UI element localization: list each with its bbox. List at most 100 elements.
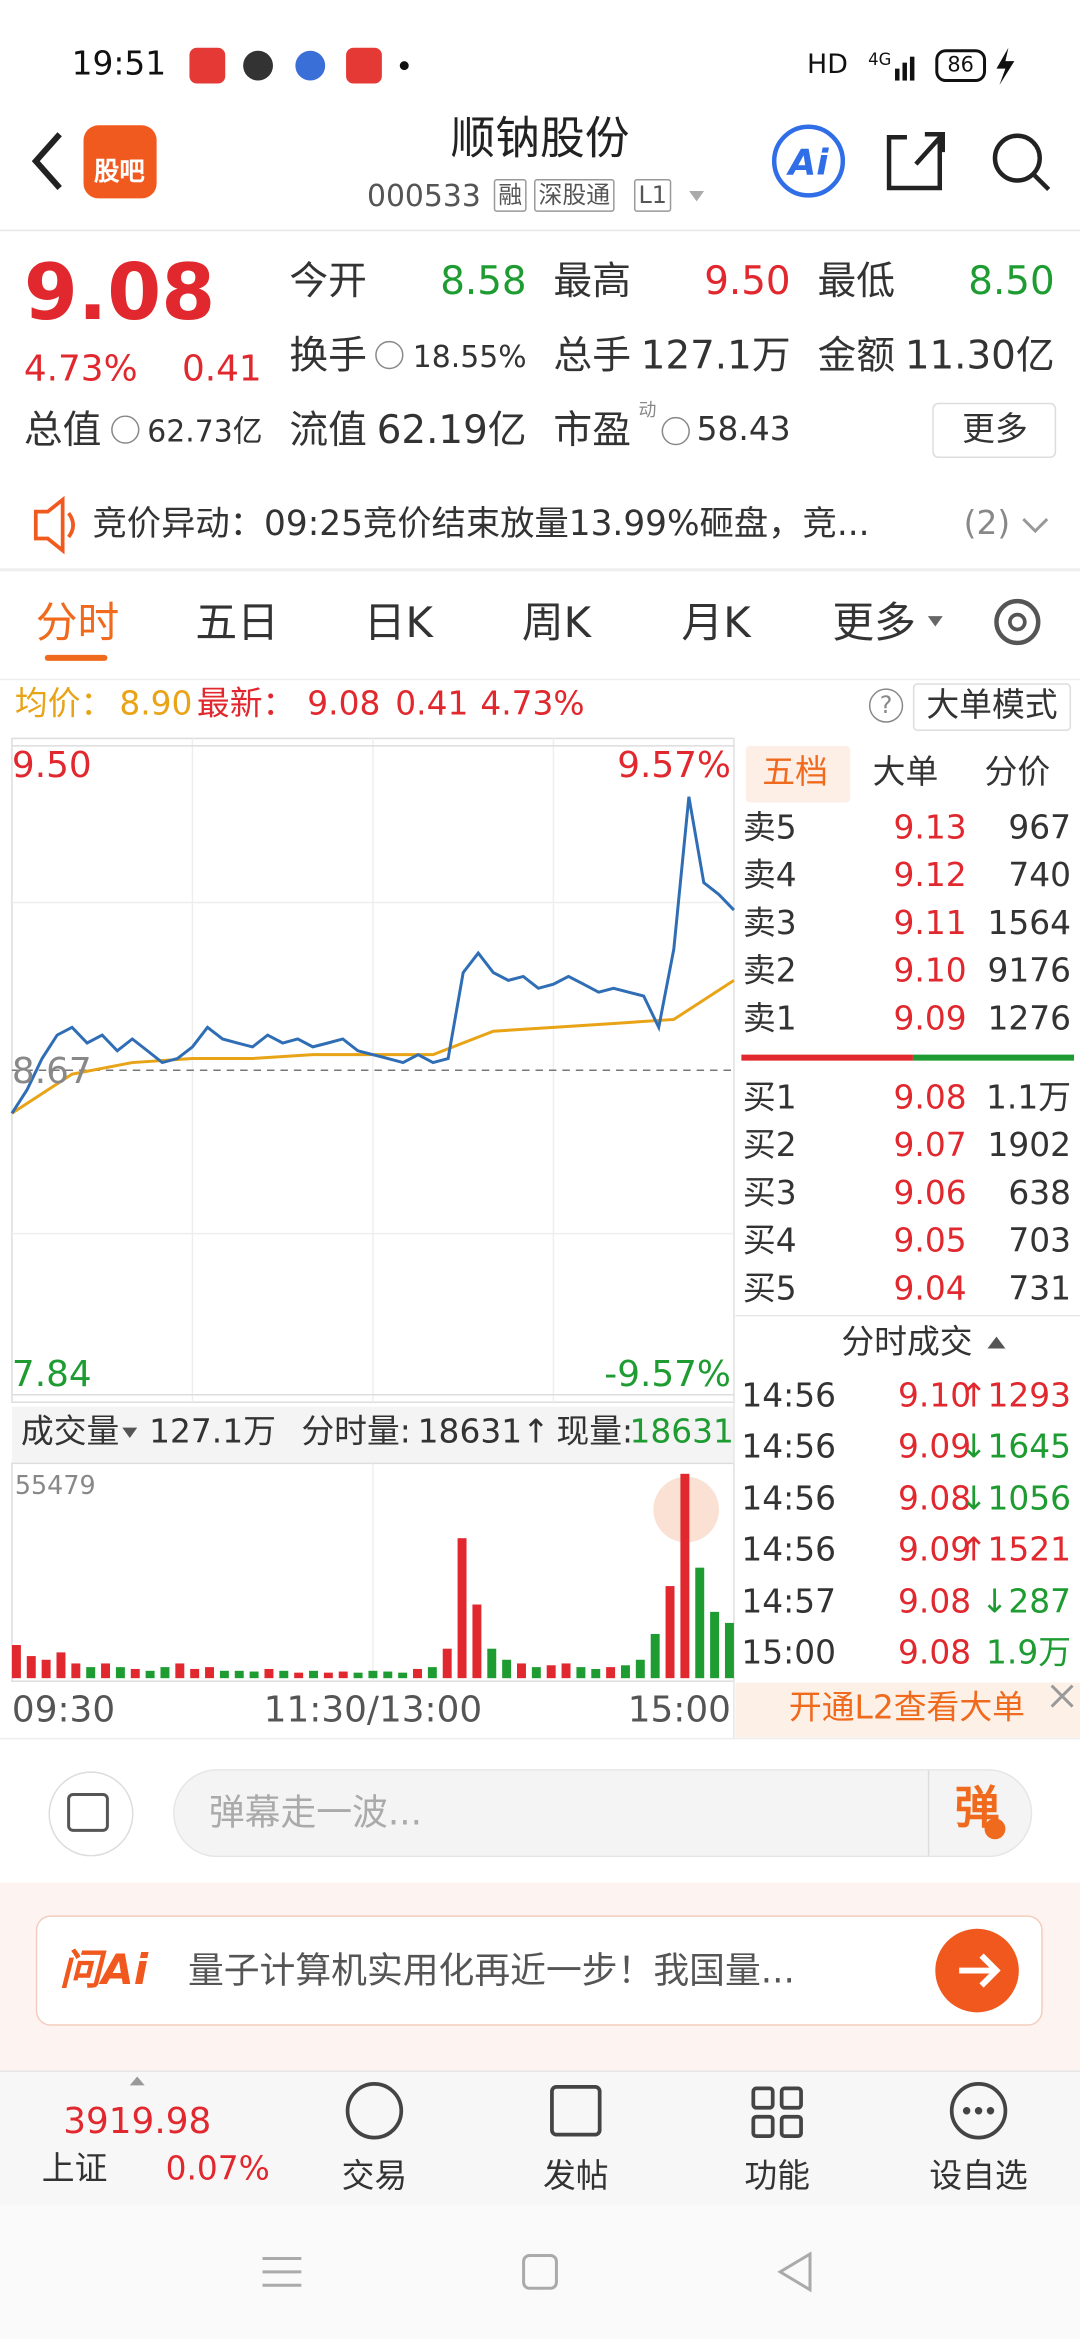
dropdown[interactable] xyxy=(689,190,705,202)
field-value: 62.73亿 xyxy=(147,413,263,450)
book-volume: 740 xyxy=(1008,857,1072,896)
mode-text[interactable]: 大单模式 xyxy=(926,687,1058,725)
app-icon xyxy=(295,50,326,81)
book-volume: 967 xyxy=(1008,809,1072,848)
settings-button[interactable] xyxy=(1008,612,1027,632)
nav-item[interactable]: 发帖 xyxy=(542,2158,609,2196)
danmu-button[interactable]: 弹 xyxy=(954,1782,1000,1835)
nav-icon[interactable] xyxy=(550,2085,602,2137)
volume-bar xyxy=(680,1473,690,1679)
period-tab[interactable]: 五日 xyxy=(195,598,279,648)
separator xyxy=(0,678,1080,681)
search-button[interactable] xyxy=(992,133,1042,183)
danmu-settings[interactable] xyxy=(48,1771,134,1857)
more-button-text[interactable]: 更多 xyxy=(962,411,1028,450)
info-icon[interactable] xyxy=(111,415,140,444)
ai-button[interactable] xyxy=(771,124,846,198)
nav-icon[interactable] xyxy=(345,2082,404,2140)
trade-price: 9.08 xyxy=(898,1583,972,1621)
book-tab[interactable]: 大单 xyxy=(872,754,939,793)
price-line xyxy=(10,796,735,1115)
volume-bar xyxy=(101,1663,111,1679)
alert-text[interactable]: 竞价异动：09:25竞价结束放量13.99%砸盘，竞... xyxy=(92,504,870,544)
field-label: 总值 xyxy=(23,408,102,454)
period-tab[interactable]: 周K xyxy=(521,598,591,648)
mode-button[interactable] xyxy=(912,683,1072,731)
trade-volume-cell: ↓1645 xyxy=(960,1429,1071,1467)
trade-volume-cell: 1.9万 xyxy=(986,1637,1071,1671)
info-icon[interactable] xyxy=(661,416,690,446)
info-icon[interactable] xyxy=(375,340,404,370)
dropdown[interactable] xyxy=(927,616,943,627)
nav-icon[interactable] xyxy=(949,2082,1008,2140)
system-nav-bg xyxy=(0,2204,1080,2340)
field-value: 58.43 xyxy=(696,411,791,450)
nav-icon[interactable] xyxy=(751,2086,803,2138)
volume-label[interactable]: 成交量 xyxy=(20,1414,120,1452)
trade-volume: 287 xyxy=(1008,1583,1072,1621)
system-nav[interactable] xyxy=(262,2251,812,2293)
ai-headline[interactable]: 量子计算机实用化再近一步！我国量... xyxy=(187,1949,795,1992)
ai-brand: 问Ai xyxy=(59,1945,149,1995)
help-icon[interactable] xyxy=(868,688,904,723)
index-value[interactable]: 3919.98 xyxy=(63,2100,212,2143)
book-price: 9.04 xyxy=(893,1270,967,1309)
search-button[interactable] xyxy=(1032,172,1051,192)
current-volume-label: 现量: xyxy=(556,1414,634,1452)
close-button[interactable] xyxy=(1050,1684,1074,1708)
field-label: 总手 xyxy=(553,334,632,379)
book-tab[interactable]: 分价 xyxy=(984,754,1051,793)
settings-button[interactable] xyxy=(994,598,1041,646)
avg-value: 8.90 xyxy=(119,686,193,724)
chat-placeholder[interactable]: 弹幕走一波... xyxy=(208,1791,422,1834)
volume-bar xyxy=(517,1663,526,1679)
alert-count: (2) xyxy=(963,505,1011,543)
trade-volume-cell: ↑1521 xyxy=(960,1535,1071,1568)
book-label: 买3 xyxy=(742,1175,797,1213)
nav-item[interactable]: 设自选 xyxy=(929,2158,1028,2196)
nav-item[interactable]: 功能 xyxy=(744,2158,811,2196)
volume-bar xyxy=(710,1611,720,1679)
danmu-settings[interactable] xyxy=(67,1793,109,1832)
volume-max-label: 55479 xyxy=(14,1471,96,1502)
field-label: 金额 xyxy=(817,334,896,379)
help-text[interactable]: ? xyxy=(879,690,893,720)
l2-bg[interactable] xyxy=(735,1682,1080,1738)
volume-bar xyxy=(724,1622,734,1679)
separator xyxy=(0,229,1080,232)
trade-direction: ↓ xyxy=(960,1429,988,1467)
l2-link[interactable]: 开通L2查看大单 xyxy=(788,1690,1026,1728)
y-tick-label: 7.84 xyxy=(11,1352,92,1395)
volume-bar xyxy=(353,1672,363,1679)
logo-text[interactable]: 股吧 xyxy=(93,157,145,188)
order-tab-active[interactable] xyxy=(745,745,851,803)
nav-item[interactable]: 交易 xyxy=(341,2158,408,2196)
book-tab[interactable]: 五档 xyxy=(762,754,828,793)
period-tab[interactable]: 更多 xyxy=(832,598,916,648)
more-button[interactable] xyxy=(932,402,1057,458)
share-button[interactable] xyxy=(886,132,945,191)
period-tab[interactable]: 月K xyxy=(681,598,751,648)
volume-bar xyxy=(190,1668,200,1679)
book-label: 买4 xyxy=(742,1223,797,1261)
trades-title[interactable]: 分时成交 xyxy=(841,1324,973,1362)
period-tab[interactable]: 分时 xyxy=(35,598,120,648)
volume-bar xyxy=(442,1648,452,1679)
latest-value: 9.08 xyxy=(307,686,381,724)
trade-direction: ↓ xyxy=(980,1583,1009,1621)
back-button[interactable] xyxy=(31,132,62,190)
logo[interactable] xyxy=(83,125,157,199)
volume-bar xyxy=(620,1665,630,1679)
book-price: 9.07 xyxy=(893,1127,967,1166)
expand-icon[interactable] xyxy=(1022,518,1049,534)
trade-price: 9.08 xyxy=(898,1634,972,1673)
period-tab[interactable]: 日K xyxy=(363,598,433,648)
index-arrow xyxy=(129,2076,145,2086)
nav-icon[interactable] xyxy=(962,2107,995,2115)
dropdown[interactable] xyxy=(122,1427,138,1439)
ai-go-button[interactable] xyxy=(959,1953,1001,1988)
ai-banner[interactable] xyxy=(35,1915,1043,2026)
ai-label[interactable]: Ai xyxy=(788,141,829,184)
volume-bar xyxy=(26,1656,36,1679)
chat-input[interactable] xyxy=(173,1769,1033,1858)
